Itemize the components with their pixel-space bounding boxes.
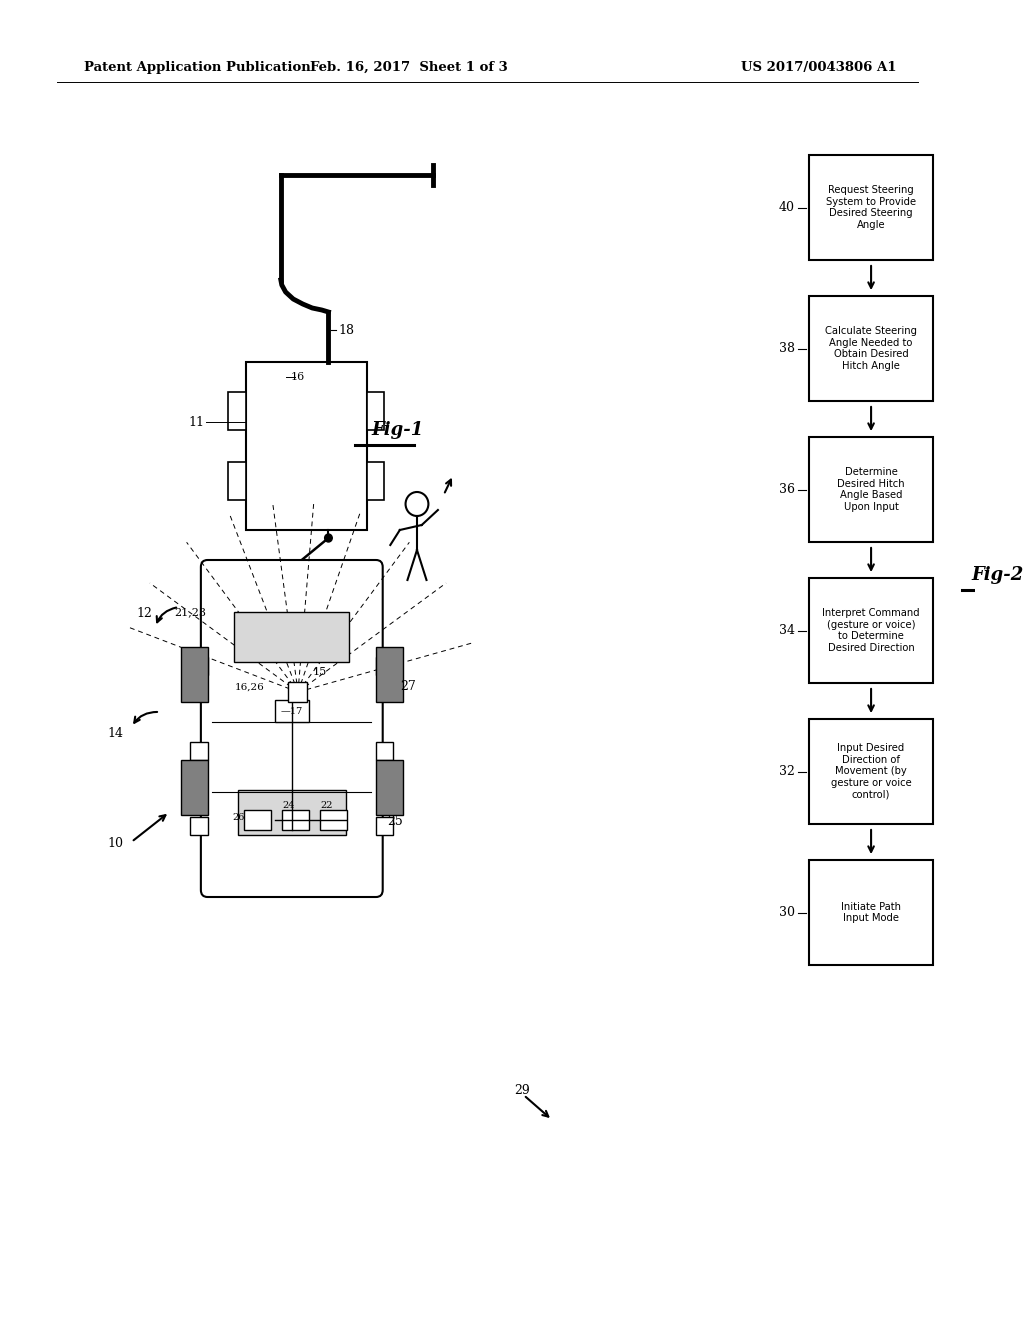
Bar <box>228 392 246 430</box>
Bar <box>376 742 393 760</box>
Text: —17: —17 <box>281 706 303 715</box>
Text: 24: 24 <box>283 800 295 809</box>
Text: 16,26: 16,26 <box>234 682 264 692</box>
Bar <box>809 296 933 401</box>
Text: Fig-1: Fig-1 <box>372 421 424 440</box>
Text: 34: 34 <box>779 624 795 638</box>
Bar <box>809 154 933 260</box>
Bar <box>376 647 402 702</box>
Bar <box>809 861 933 965</box>
Bar <box>190 742 208 760</box>
Bar <box>190 657 208 675</box>
Bar <box>367 392 384 430</box>
Bar <box>244 810 270 830</box>
Bar <box>809 578 933 682</box>
Text: 16: 16 <box>291 372 305 381</box>
Text: Patent Application Publication: Patent Application Publication <box>84 61 310 74</box>
Text: 32: 32 <box>779 766 795 777</box>
Text: 11: 11 <box>188 416 205 429</box>
Bar <box>809 719 933 824</box>
Bar <box>367 462 384 500</box>
Bar <box>283 810 309 830</box>
Bar <box>321 810 347 830</box>
Bar <box>376 657 393 675</box>
Text: Request Steering
System to Provide
Desired Steering
Angle: Request Steering System to Provide Desir… <box>826 185 916 230</box>
Text: Feb. 16, 2017  Sheet 1 of 3: Feb. 16, 2017 Sheet 1 of 3 <box>310 61 508 74</box>
Bar <box>289 682 307 702</box>
Text: 25: 25 <box>387 814 403 828</box>
Text: Calculate Steering
Angle Needed to
Obtain Desired
Hitch Angle: Calculate Steering Angle Needed to Obtai… <box>825 326 918 371</box>
Text: Interpret Command
(gesture or voice)
to Determine
Desired Direction: Interpret Command (gesture or voice) to … <box>822 609 920 653</box>
Text: Fig-2: Fig-2 <box>971 566 1023 583</box>
Text: 38: 38 <box>779 342 795 355</box>
Text: 27: 27 <box>399 681 416 693</box>
Text: 10: 10 <box>108 837 124 850</box>
Bar <box>274 700 309 722</box>
Bar <box>246 362 367 531</box>
Text: 22: 22 <box>321 800 333 809</box>
Bar <box>376 760 402 814</box>
Text: 29: 29 <box>514 1084 529 1097</box>
FancyBboxPatch shape <box>201 560 383 898</box>
Text: 15: 15 <box>312 667 327 677</box>
Text: Initiate Path
Input Mode: Initiate Path Input Mode <box>841 902 901 923</box>
Text: 12: 12 <box>136 607 152 620</box>
Bar <box>181 647 208 702</box>
Text: Determine
Desired Hitch
Angle Based
Upon Input: Determine Desired Hitch Angle Based Upon… <box>838 467 905 512</box>
Bar <box>234 612 349 663</box>
Bar <box>228 462 246 500</box>
Bar <box>238 789 345 836</box>
Text: 30: 30 <box>779 906 795 919</box>
Bar <box>809 437 933 543</box>
Text: 36: 36 <box>779 483 795 496</box>
Text: 18: 18 <box>338 323 354 337</box>
Text: US 2017/0043806 A1: US 2017/0043806 A1 <box>741 61 896 74</box>
Text: Input Desired
Direction of
Movement (by
gesture or voice
control): Input Desired Direction of Movement (by … <box>830 743 911 800</box>
Text: 40: 40 <box>779 201 795 214</box>
Bar <box>190 817 208 836</box>
Text: 21,23: 21,23 <box>174 607 206 616</box>
Bar <box>376 817 393 836</box>
Text: 14: 14 <box>108 727 124 741</box>
Text: 26: 26 <box>232 813 245 822</box>
Circle shape <box>325 535 332 543</box>
Bar <box>181 760 208 814</box>
